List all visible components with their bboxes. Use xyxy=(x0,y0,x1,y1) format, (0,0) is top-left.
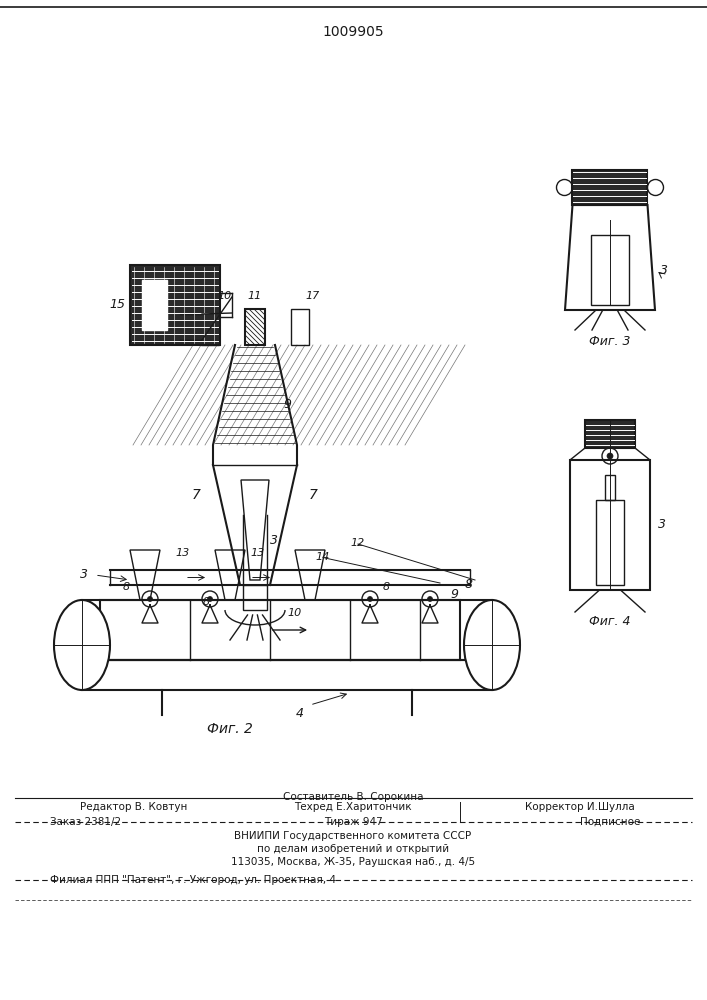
Bar xyxy=(82,600,492,660)
Text: 3: 3 xyxy=(80,568,88,582)
Circle shape xyxy=(428,596,433,601)
Text: 1009905: 1009905 xyxy=(322,25,384,39)
Text: Техред Е.Харитончик: Техред Е.Харитончик xyxy=(294,802,411,812)
Bar xyxy=(245,309,265,345)
Text: Фиг. 2: Фиг. 2 xyxy=(207,722,253,736)
Text: по делам изобретений и открытий: по делам изобретений и открытий xyxy=(257,844,449,854)
Text: 8: 8 xyxy=(203,597,210,607)
Text: 14: 14 xyxy=(315,552,329,562)
Text: 12: 12 xyxy=(350,538,364,548)
Text: 10: 10 xyxy=(218,291,232,301)
Text: 4: 4 xyxy=(296,707,304,720)
Bar xyxy=(596,500,624,585)
Text: 11: 11 xyxy=(248,291,262,301)
Text: 13: 13 xyxy=(251,548,265,558)
Text: Фиг. 4: Фиг. 4 xyxy=(589,615,631,628)
Text: 8: 8 xyxy=(465,578,473,591)
Text: 15: 15 xyxy=(109,298,125,312)
Bar xyxy=(130,265,220,345)
Circle shape xyxy=(368,596,373,601)
Text: 17: 17 xyxy=(305,291,320,301)
Text: 9: 9 xyxy=(450,588,458,601)
Text: 3: 3 xyxy=(270,534,278,546)
Text: Редактор В. Ковтун: Редактор В. Ковтун xyxy=(80,802,187,812)
Text: 7: 7 xyxy=(192,488,201,502)
Bar xyxy=(100,600,460,660)
Text: Тираж 947: Тираж 947 xyxy=(324,817,382,827)
Ellipse shape xyxy=(54,600,110,690)
Text: Составитель В. Сорокина: Составитель В. Сорокина xyxy=(283,792,423,802)
Text: Корректор И.Шулла: Корректор И.Шулла xyxy=(525,802,635,812)
Text: 3: 3 xyxy=(660,263,668,276)
Text: 3: 3 xyxy=(658,518,666,532)
Bar xyxy=(585,420,635,448)
Text: Подписное: Подписное xyxy=(580,817,640,827)
Text: 13: 13 xyxy=(176,548,190,558)
Bar xyxy=(82,660,492,690)
Text: Филиал ППП "Патент", г. Ужгород, ул. Проектная, 4: Филиал ППП "Патент", г. Ужгород, ул. Про… xyxy=(50,875,336,885)
Text: 9: 9 xyxy=(283,398,291,412)
Text: 8: 8 xyxy=(383,582,390,592)
Text: ВНИИПИ Государственного комитета СССР: ВНИИПИ Государственного комитета СССР xyxy=(235,831,472,841)
Bar xyxy=(243,585,267,610)
Text: Заказ 2381/2: Заказ 2381/2 xyxy=(50,817,121,827)
Circle shape xyxy=(207,596,213,601)
Circle shape xyxy=(607,453,613,459)
Ellipse shape xyxy=(464,600,520,690)
Text: 113035, Москва, Ж-35, Раушская наб., д. 4/5: 113035, Москва, Ж-35, Раушская наб., д. … xyxy=(231,857,475,867)
Bar xyxy=(570,460,650,590)
Bar xyxy=(201,309,219,345)
Text: 7: 7 xyxy=(309,488,318,502)
Bar xyxy=(291,309,309,345)
Text: 8: 8 xyxy=(123,582,130,592)
Bar xyxy=(573,170,648,205)
Bar xyxy=(591,235,629,305)
Text: 10: 10 xyxy=(287,608,301,618)
Bar xyxy=(605,475,615,500)
Text: Фиг. 3: Фиг. 3 xyxy=(589,335,631,348)
Bar xyxy=(142,280,167,330)
Circle shape xyxy=(148,596,153,601)
